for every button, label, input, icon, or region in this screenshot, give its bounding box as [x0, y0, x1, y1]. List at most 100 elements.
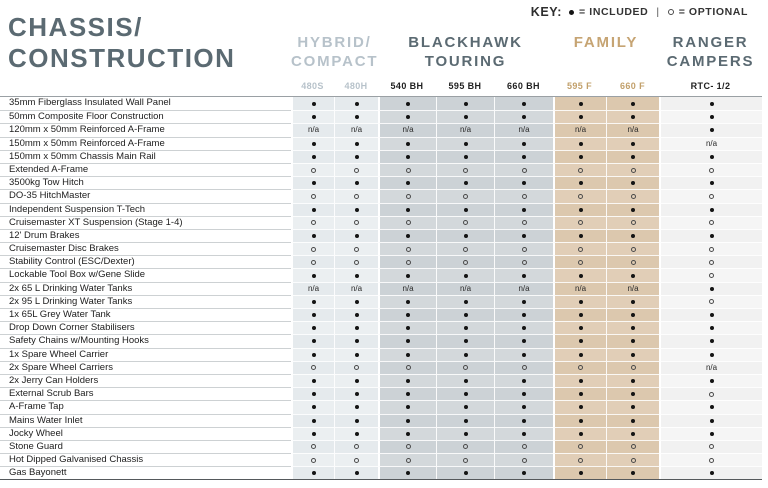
included-dot-icon: [463, 101, 468, 106]
page-title-line1: CHASSIS/: [8, 12, 143, 42]
included-dot-icon: [463, 352, 468, 357]
feature-cell: [378, 426, 436, 440]
included-dot-icon: [709, 471, 714, 476]
models-spacer: [0, 72, 291, 96]
included-dot-icon: [709, 418, 714, 423]
model-header-540-bh: 540 BH: [390, 81, 424, 91]
feature-cell: [553, 347, 606, 361]
feature-cell: [291, 387, 334, 401]
feature-cell: [334, 242, 378, 256]
optional-dot-icon: [354, 259, 359, 265]
feature-label: Drop Down Corner Stabilisers: [0, 321, 291, 334]
feature-cell: [659, 466, 762, 480]
optional-dot-icon: [578, 259, 583, 265]
na-value: n/a: [459, 125, 472, 135]
optional-dot-icon: [521, 246, 527, 252]
optional-dot-icon: [463, 259, 468, 265]
optional-dot-icon: [311, 193, 316, 199]
feature-cell: [606, 228, 659, 243]
included-dot-icon: [406, 233, 410, 238]
included-dot-icon: [631, 326, 635, 331]
optional-dot-icon: [578, 246, 583, 252]
feature-cell: [494, 255, 553, 269]
feature-label: 12' Drum Brakes: [0, 228, 291, 242]
feature-cell: [436, 215, 494, 229]
feature-cell: [378, 189, 436, 203]
header-groups: HYBRID/COMPACT BLACKHAWK TOURING FAMILY RANG…: [0, 0, 762, 71]
feature-cell: [606, 426, 659, 440]
feature-cell: [378, 321, 436, 335]
feature-cell: [606, 321, 659, 335]
na-value: n/a: [705, 138, 718, 148]
feature-cell: [494, 149, 553, 163]
feature-cell: [494, 242, 553, 256]
optional-dot-icon: [405, 220, 411, 226]
feature-cell: [659, 453, 762, 467]
included-dot-icon: [522, 392, 526, 397]
optional-dot-icon: [463, 457, 468, 463]
optional-dot-icon: [354, 365, 359, 371]
feature-cell: [494, 294, 553, 308]
feature-label: 1x Spare Wheel Carrier: [0, 347, 291, 361]
feature-cell: [334, 110, 378, 124]
feature-cell: [659, 228, 762, 243]
feature-cell: [334, 347, 378, 361]
feature-cell: [659, 215, 762, 229]
feature-cell: [291, 110, 334, 124]
table-row: Jocky Wheel: [0, 426, 762, 440]
feature-cell: [334, 439, 378, 454]
feature-cell: [378, 255, 436, 269]
included-dot-icon: [311, 273, 316, 278]
feature-cell: [659, 202, 762, 216]
table-row: Gas Bayonett: [0, 466, 762, 480]
feature-cell: [494, 400, 553, 414]
included-dot-icon: [311, 299, 316, 304]
feature-cell: [606, 110, 659, 124]
table-row: Cruisemaster Disc Brakes: [0, 242, 762, 256]
feature-cell: [553, 136, 606, 150]
feature-cell: [334, 162, 378, 177]
included-dot-icon: [354, 233, 359, 238]
included-dot-icon: [522, 233, 526, 238]
feature-label: Mains Water Inlet: [0, 413, 291, 427]
included-dot-icon: [311, 418, 316, 423]
feature-cell: [553, 176, 606, 190]
feature-cell: [606, 242, 659, 256]
feature-cell: [606, 136, 659, 150]
feature-cell: [436, 308, 494, 322]
feature-cell: [334, 387, 378, 401]
included-dot-icon: [578, 313, 583, 318]
feature-cell: [291, 439, 334, 454]
feature-cell: [606, 189, 659, 203]
included-dot-icon: [311, 326, 316, 331]
included-dot-icon: [578, 141, 583, 146]
feature-cell: [378, 347, 436, 361]
feature-cell: [291, 347, 334, 361]
feature-cell: [606, 360, 659, 374]
included-dot-icon: [522, 207, 526, 212]
feature-cell: [553, 215, 606, 229]
optional-dot-icon: [630, 457, 636, 463]
na-value: n/a: [459, 283, 472, 293]
included-dot-icon: [406, 181, 410, 186]
included-dot-icon: [578, 379, 583, 384]
group-header-line: FAMILY: [573, 34, 639, 51]
feature-label: 2x Jerry Can Holders: [0, 373, 291, 387]
feature-cell: [659, 400, 762, 414]
feature-cell: [291, 373, 334, 388]
table-row: 150mm x 50mm Reinforced A-Frame n/a: [0, 136, 762, 150]
included-dot-icon: [578, 392, 583, 397]
included-dot-icon: [631, 405, 635, 410]
feature-cell: [659, 321, 762, 335]
table-row: 120mm x 50mm Reinforced A-Frame n/a n/a n/a…: [0, 123, 762, 137]
feature-cell: [659, 242, 762, 256]
feature-cell: [606, 413, 659, 427]
feature-cell: n/a: [291, 281, 334, 295]
table-row: Extended A-Frame: [0, 162, 762, 177]
table-row: Mains Water Inlet: [0, 413, 762, 427]
feature-cell: [378, 413, 436, 427]
table-row: Cruisemaster XT Suspension (Stage 1-4): [0, 215, 762, 229]
included-dot-icon: [522, 431, 526, 436]
feature-cell: [659, 162, 762, 177]
included-dot-icon: [578, 352, 583, 357]
